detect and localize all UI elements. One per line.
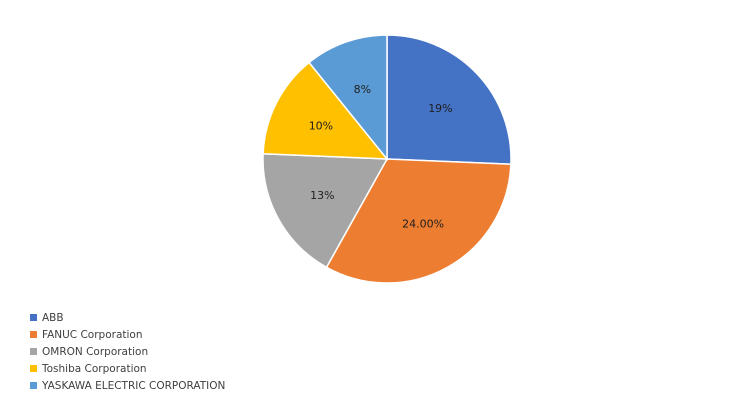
legend-swatch-yaskawa — [30, 382, 37, 389]
legend-swatch-abb — [30, 314, 37, 321]
legend-label-toshiba: Toshiba Corporation — [42, 362, 147, 375]
chart-legend: ABB FANUC Corporation OMRON Corporation … — [30, 309, 225, 394]
pie-slice-omron — [262, 152, 389, 269]
legend-label-abb: ABB — [42, 311, 64, 324]
legend-item-yaskawa: YASKAWA ELECTRIC CORPORATION — [30, 377, 225, 394]
legend-label-yaskawa: YASKAWA ELECTRIC CORPORATION — [42, 379, 226, 392]
legend-swatch-toshiba — [30, 365, 37, 372]
legend-item-toshiba: Toshiba Corporation — [30, 360, 225, 377]
data-label-abb: 19% — [428, 102, 452, 115]
pie-slice-yaskawa — [308, 34, 388, 162]
data-label-toshiba: 10% — [309, 120, 333, 133]
legend-item-abb: ABB — [30, 309, 225, 326]
pie-slice-fanuc — [325, 158, 512, 284]
data-label-omron: 13% — [310, 189, 334, 202]
legend-item-fanuc: FANUC Corporation — [30, 326, 225, 343]
legend-label-omron: OMRON Corporation — [42, 345, 149, 358]
data-label-yaskawa: 8% — [354, 83, 371, 96]
legend-swatch-omron — [30, 348, 37, 355]
legend-item-omron: OMRON Corporation — [30, 343, 225, 360]
pie-slice-abb — [386, 34, 512, 166]
pie-slice-toshiba — [262, 61, 389, 160]
data-label-fanuc: 24.00% — [402, 218, 444, 231]
legend-swatch-fanuc — [30, 331, 37, 338]
legend-label-fanuc: FANUC Corporation — [42, 328, 143, 341]
